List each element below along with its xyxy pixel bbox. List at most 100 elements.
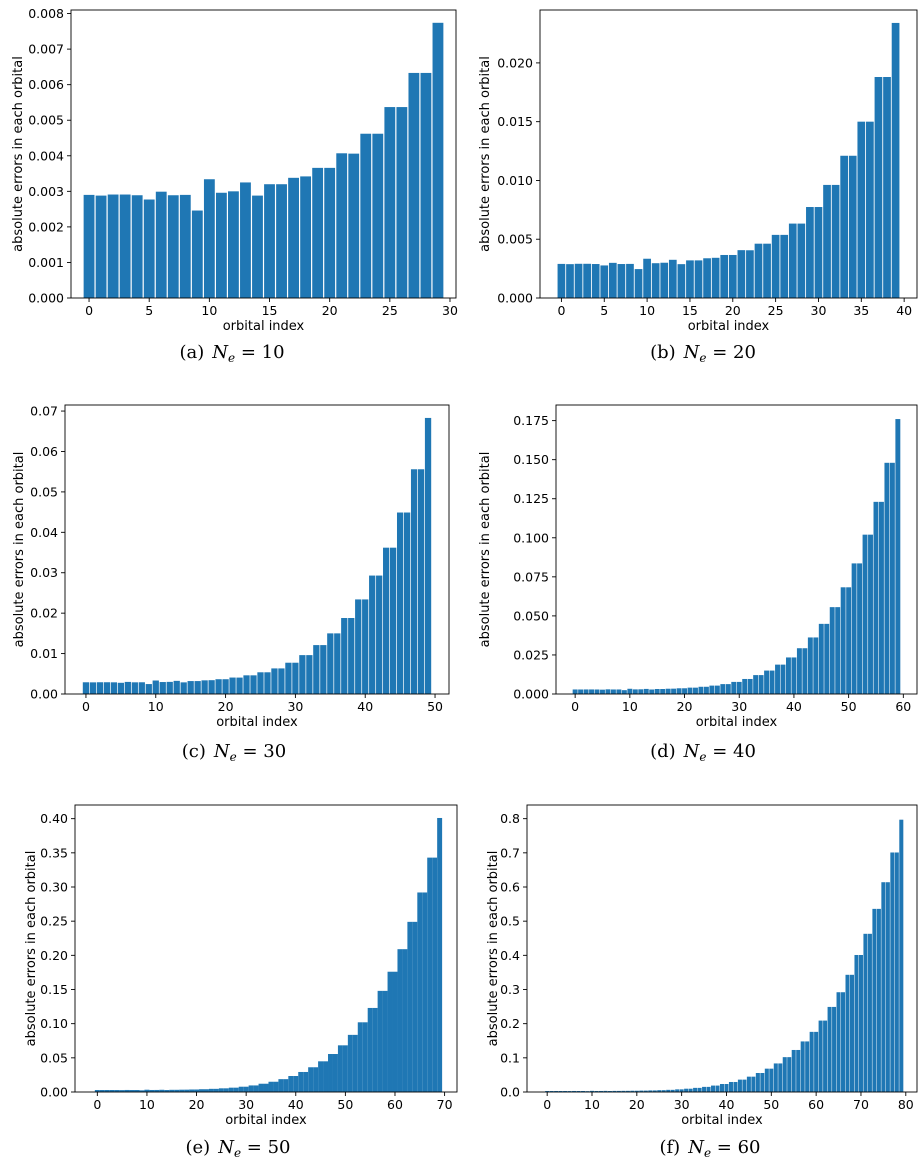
x-tick-label: 70	[853, 1097, 869, 1112]
bar	[736, 681, 742, 694]
bar	[671, 688, 677, 694]
bar	[208, 1088, 214, 1092]
bar	[566, 264, 574, 298]
bar	[159, 682, 166, 694]
y-axis-label: absolute errors in each orbital	[478, 56, 493, 252]
bar	[786, 657, 791, 694]
bar	[807, 637, 813, 694]
bar	[788, 223, 797, 298]
bar	[367, 1007, 373, 1092]
y-tick-label: 0.1	[500, 1050, 520, 1065]
bar	[643, 688, 649, 694]
bar	[194, 681, 201, 694]
bar	[119, 1090, 125, 1092]
bar	[164, 1090, 170, 1092]
bar	[654, 689, 660, 694]
bar	[218, 1088, 224, 1092]
y-tick-label: 0.0	[500, 1085, 520, 1100]
bar	[857, 563, 863, 694]
bar	[600, 265, 609, 298]
bar	[872, 908, 877, 1092]
y-tick-label: 0.025	[513, 647, 549, 662]
axes-frame	[64, 404, 450, 695]
bar	[410, 469, 418, 694]
bar	[292, 662, 299, 694]
bar	[764, 1068, 769, 1092]
bar	[95, 195, 107, 298]
bar	[706, 1086, 711, 1093]
x-tick-label: 30	[674, 1097, 690, 1112]
x-tick-label: 30	[238, 1097, 254, 1112]
y-axis-label: absolute errors in each orbital	[478, 452, 493, 648]
bar	[603, 1090, 608, 1092]
bar	[138, 682, 145, 694]
x-tick-label: 20	[677, 699, 693, 714]
bar	[124, 1089, 130, 1092]
bar	[276, 184, 287, 298]
bar	[874, 77, 883, 298]
bar	[621, 1090, 626, 1092]
bar	[711, 257, 720, 298]
bar	[849, 974, 855, 1092]
bar	[213, 1088, 219, 1092]
bar	[285, 662, 292, 694]
bar	[298, 1071, 304, 1092]
bar	[99, 1090, 105, 1092]
bar	[179, 194, 191, 298]
bar	[616, 689, 622, 694]
bar	[725, 684, 731, 694]
x-tick-label: 5	[145, 303, 153, 318]
bar	[180, 682, 187, 694]
bar	[737, 250, 746, 298]
bar	[382, 990, 388, 1092]
bar	[840, 587, 846, 694]
bar	[167, 195, 179, 298]
bar	[215, 679, 222, 694]
bar	[634, 1090, 639, 1092]
y-tick-label: 0.020	[497, 55, 533, 70]
bar	[299, 655, 306, 694]
bar	[240, 182, 251, 298]
bar	[841, 992, 846, 1092]
bar	[323, 1061, 329, 1092]
caption-value: = 10	[235, 342, 284, 363]
x-tick-label: 0	[557, 303, 565, 318]
bar	[797, 223, 806, 298]
bar	[832, 1006, 837, 1092]
bar	[107, 194, 119, 298]
x-tick-label: 15	[682, 303, 698, 318]
bar	[660, 689, 666, 694]
bar	[129, 1090, 135, 1092]
bar	[873, 501, 879, 694]
bar	[228, 1087, 234, 1092]
bar	[271, 668, 278, 694]
bar	[755, 1073, 760, 1092]
bar	[780, 234, 789, 298]
bar	[787, 1057, 792, 1092]
x-tick-label: 0	[571, 699, 579, 714]
bar	[677, 264, 686, 298]
bar	[823, 184, 831, 298]
bar	[278, 1079, 284, 1092]
bar	[104, 1090, 110, 1092]
bar	[851, 563, 857, 694]
bar	[238, 1086, 244, 1092]
subplot-a: 0 5 10 15 20 25 30 0.000 0.001 0.002 0.003 0.004 0.0…	[11, 6, 458, 365]
x-axis-label: orbital index	[688, 319, 770, 334]
y-tick-label: 0.000	[28, 291, 64, 306]
bar	[313, 645, 320, 694]
x-axis-label: orbital index	[225, 1113, 307, 1128]
bar	[82, 682, 90, 694]
bar	[747, 678, 753, 694]
bar	[83, 194, 95, 298]
subplot-caption: (b) Ne = 20	[650, 342, 756, 365]
bar	[119, 194, 131, 298]
caption-subscript: e	[699, 750, 706, 764]
x-tick-label: 10	[148, 699, 164, 714]
bar	[574, 263, 583, 298]
bar	[236, 677, 243, 694]
subplot-caption: (e) Ne = 50	[186, 1137, 291, 1160]
x-tick-label: 10	[139, 1097, 155, 1112]
bar	[857, 121, 866, 298]
x-axis-label: orbital index	[216, 715, 298, 730]
